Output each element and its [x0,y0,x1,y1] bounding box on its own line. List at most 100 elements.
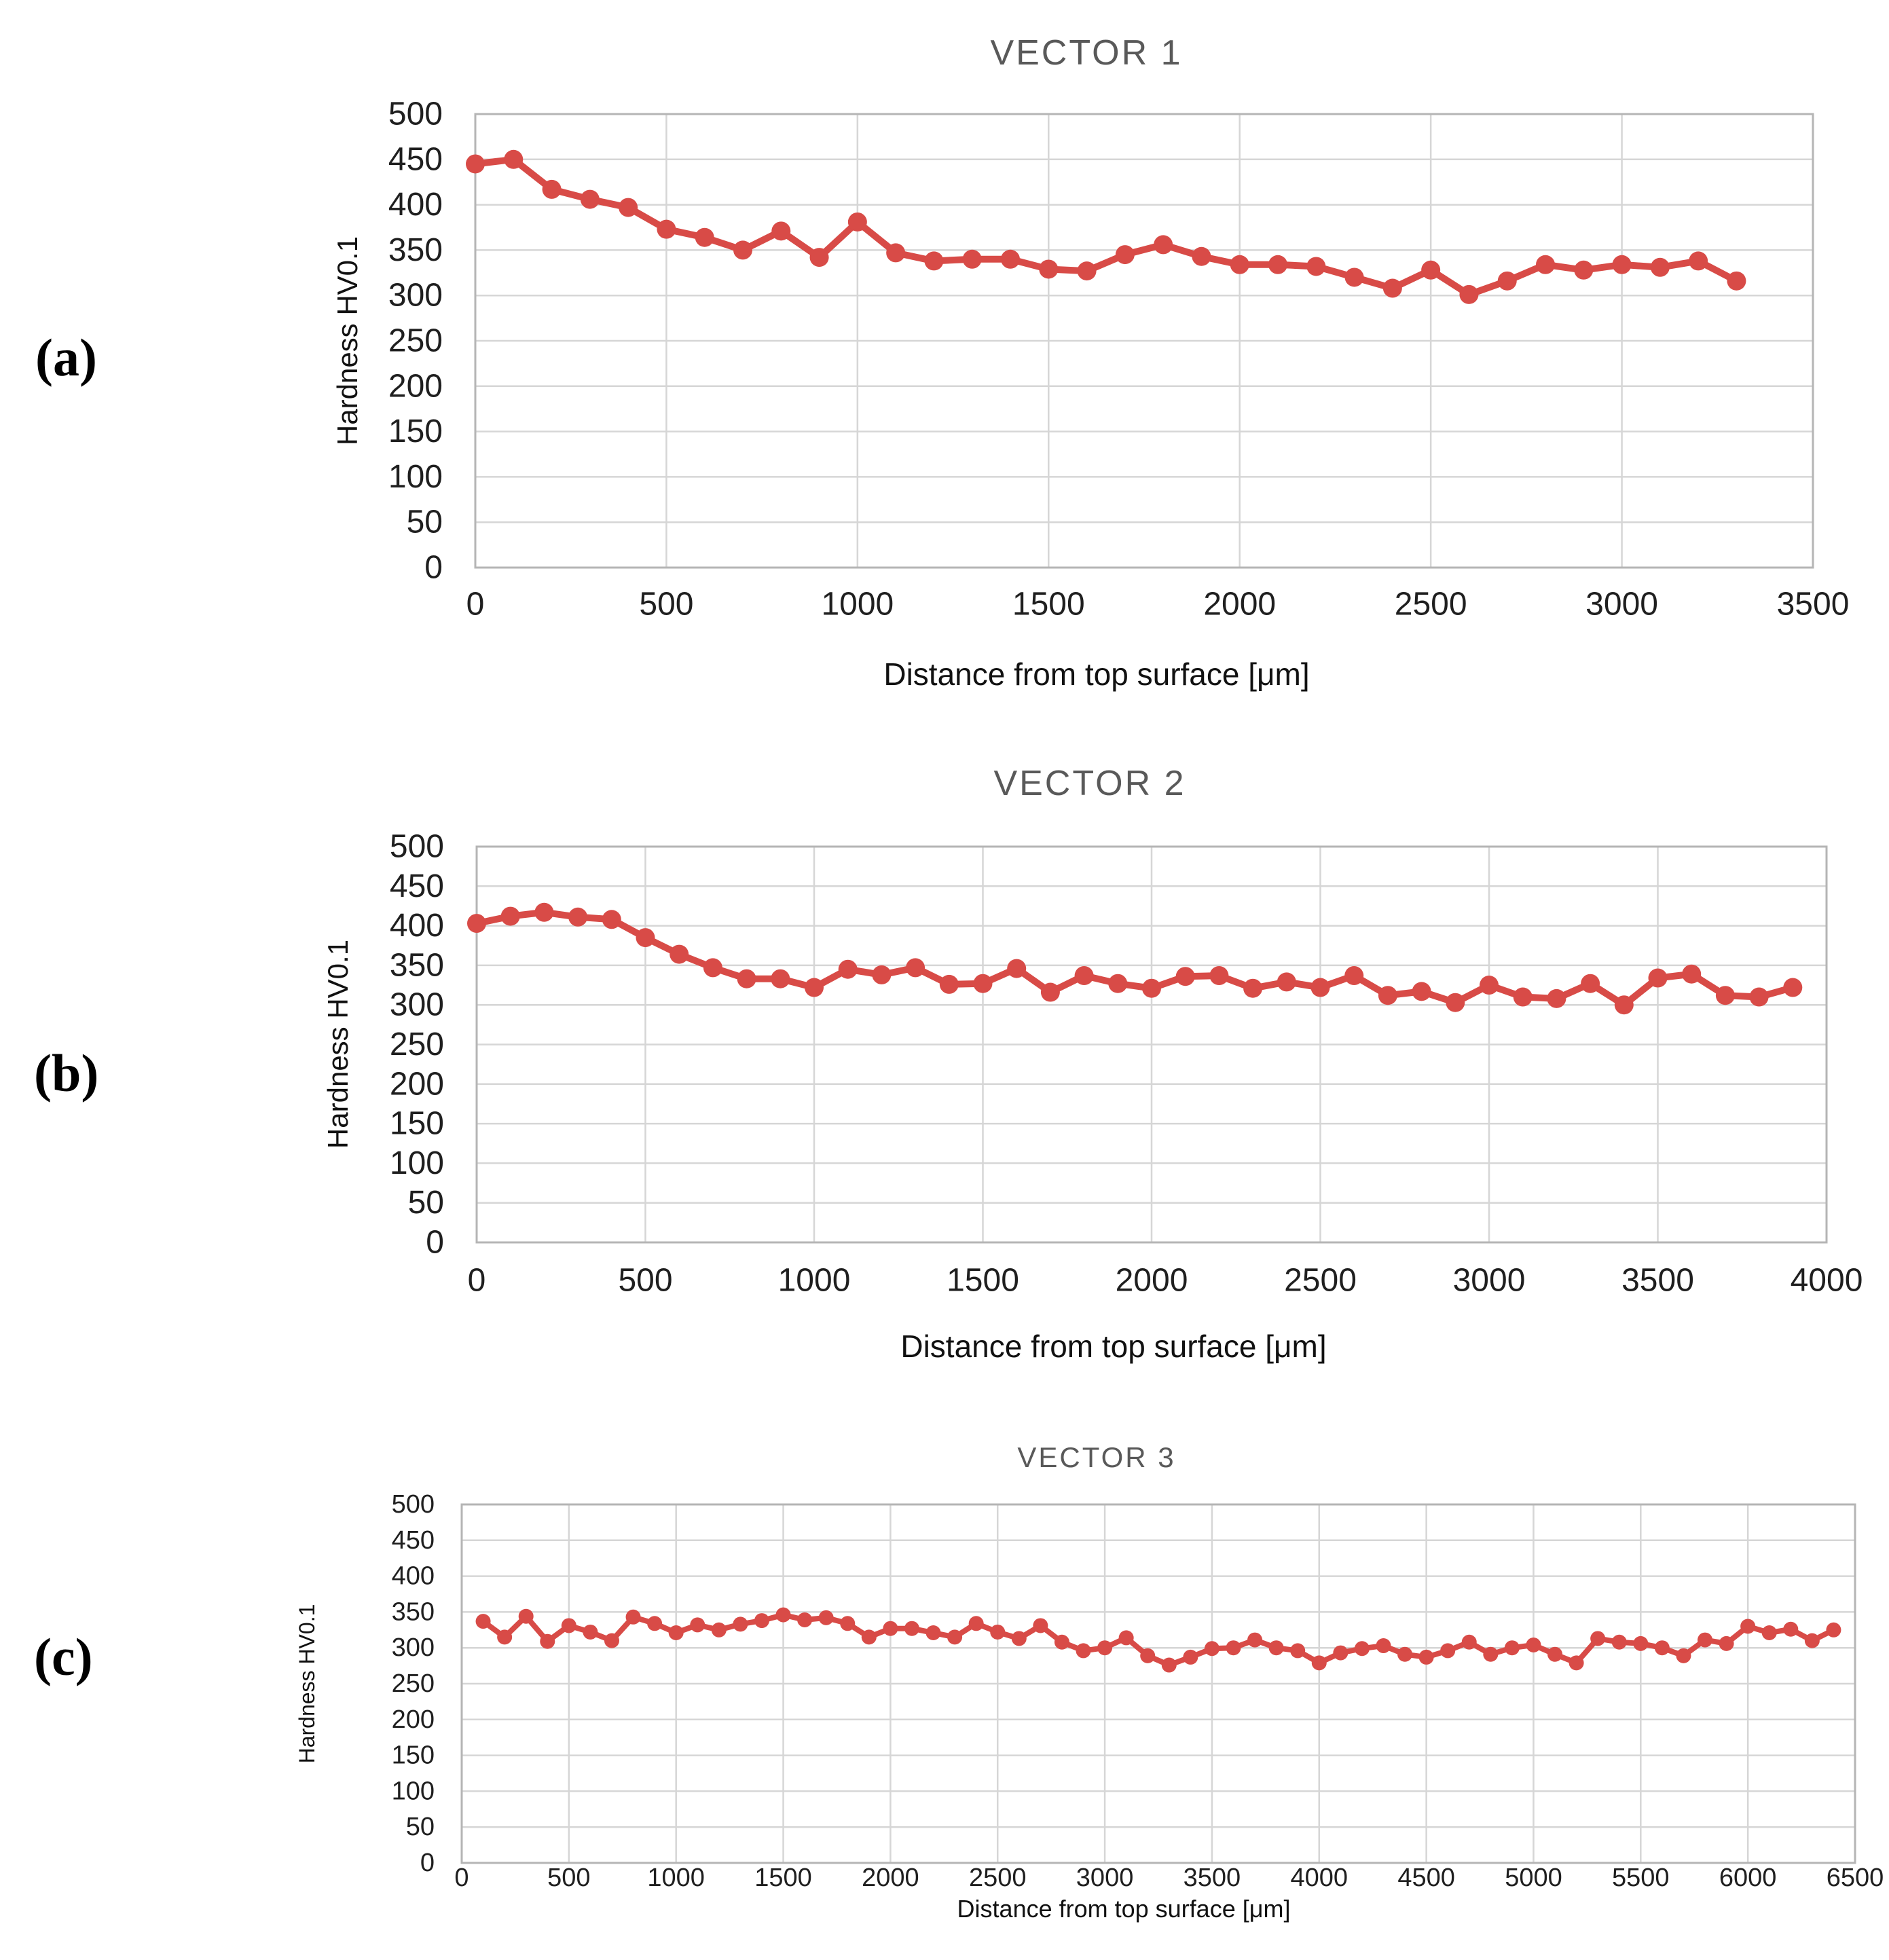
data-point [1574,260,1594,280]
data-point [1689,251,1708,271]
data-point [1727,271,1746,291]
x-tick-label: 0 [466,587,485,623]
data-point [1226,1640,1241,1656]
y-tick-label: 50 [407,504,443,540]
data-point [1698,1632,1713,1648]
data-point [1204,1641,1219,1657]
data-point [580,189,600,209]
data-point [771,221,791,241]
data-point [625,1609,641,1625]
x-tick-label: 3000 [1453,1263,1526,1299]
data-point [1804,1633,1820,1648]
data-point [754,1613,769,1629]
x-tick-label: 500 [618,1263,672,1299]
data-point [1230,255,1249,274]
data-point [703,958,722,978]
y-tick-label: 300 [388,278,443,314]
data-point [1569,1655,1584,1671]
y-tick-label: 350 [390,947,444,983]
y-tick-label: 100 [392,1777,435,1805]
data-point [1077,261,1097,281]
data-point [1633,1635,1649,1651]
data-point [973,974,993,993]
data-point [1154,235,1173,255]
data-point [861,1629,877,1645]
data-point [1783,1621,1799,1637]
data-point [1526,1637,1541,1652]
y-tick-label: 150 [388,413,443,449]
data-point [847,212,867,232]
data-point [1076,1643,1091,1659]
data-point [504,149,524,169]
data-point [1719,1635,1734,1651]
data-point [1382,278,1402,298]
data-point [1344,267,1364,287]
data-point [1108,974,1128,993]
x-axis-title-vector2: Distance from top surface [μm] [900,1329,1327,1364]
data-point [670,944,689,964]
y-tick-label: 450 [390,868,444,904]
data-point [583,1624,598,1640]
data-point [809,248,829,267]
x-tick-label: 500 [547,1864,590,1892]
chart-title-vector1: VECTOR 1 [990,33,1183,73]
x-tick-label: 2000 [1203,587,1276,623]
data-point [1333,1645,1349,1661]
y-tick-label: 300 [390,987,444,1023]
y-tick-label: 50 [406,1813,435,1841]
data-point [1614,995,1634,1015]
data-point [1039,259,1059,279]
data-point [1040,982,1060,1002]
data-point [1354,1641,1370,1657]
x-tick-label: 3500 [1777,587,1850,623]
data-point [1247,1632,1263,1648]
data-point [1310,978,1330,997]
data-point [1749,987,1769,1007]
panel-label-b: (b) [34,1043,99,1103]
y-tick-label: 300 [392,1633,435,1662]
data-point [733,1616,748,1632]
data-point [604,1633,619,1648]
data-point [1074,966,1094,986]
data-point [1446,993,1465,1012]
data-point [1740,1619,1756,1634]
y-tick-label: 150 [390,1106,444,1142]
data-point [1011,1631,1027,1646]
data-point [1536,255,1555,274]
y-tick-label: 250 [388,323,443,359]
data-point [500,906,520,926]
plot-border [460,1503,1856,1864]
data-point [568,907,588,927]
data-point [968,1616,984,1631]
data-point [840,1616,856,1631]
chart-1-plot: 0 50 100 150 200 250 300 350 400 450 500 0 500 1000 15… [388,96,1849,623]
x-tick-label: 6000 [1719,1864,1777,1892]
data-point [775,1607,791,1623]
y-tick-label: 100 [390,1145,444,1181]
y-tick-label: 50 [408,1185,444,1221]
data-point [690,1617,705,1633]
data-point [1397,1646,1413,1662]
series-line [473,908,1797,1009]
x-tick-label: 1500 [947,1263,1019,1299]
data-point [904,1621,919,1636]
x-tick-label: 1000 [821,587,894,623]
data-point [636,928,655,948]
x-tick-label: 2500 [1395,587,1467,623]
data-point [1418,1649,1434,1665]
data-point [1590,1631,1606,1646]
y-tick-label: 400 [392,1562,435,1591]
x-tick-label: 4000 [1791,1263,1863,1299]
y-tick-label: 100 [388,459,443,495]
data-point [872,965,892,984]
data-point [602,910,621,929]
data-point [1376,1638,1391,1654]
data-point [1461,1634,1477,1650]
x-tick-label: 2000 [1116,1263,1188,1299]
data-point [925,1625,941,1641]
y-tick-label: 500 [392,1490,435,1519]
data-point [1650,257,1670,277]
data-point [1183,1649,1198,1665]
x-tick-label: 3500 [1621,1263,1694,1299]
data-point [1290,1643,1306,1659]
